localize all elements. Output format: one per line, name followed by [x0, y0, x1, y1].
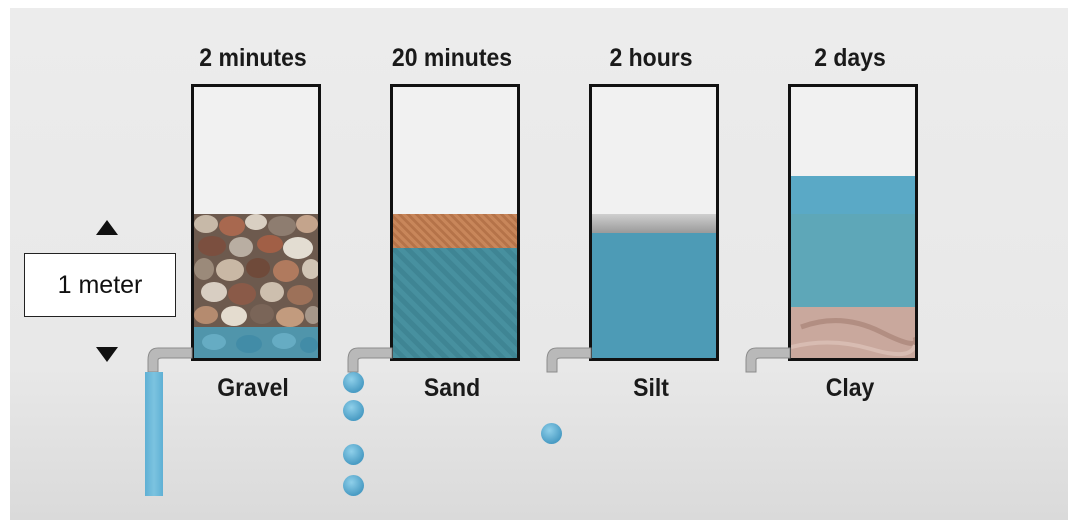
water-drop-sand [343, 475, 364, 496]
soil-label-silt: Silt [633, 374, 669, 402]
triangle-down-icon [96, 347, 118, 362]
silt-container [589, 84, 719, 361]
soil-label-sand: Sand [423, 374, 481, 402]
sand-layer [393, 214, 517, 248]
time-label-sand: 20 minutes [391, 44, 513, 72]
silt-layer [592, 214, 716, 233]
water-layer-clay [791, 214, 915, 307]
time-label-gravel: 2 minutes [199, 44, 307, 72]
water-layer-clay-top [791, 176, 915, 214]
water-drop-sand [343, 444, 364, 465]
scale-label: 1 meter [57, 270, 143, 299]
clay-layer [791, 307, 915, 358]
water-layer-sand [393, 248, 517, 358]
soil-label-clay: Clay [825, 374, 875, 402]
water-drop-sand [343, 400, 364, 421]
time-label-silt: 2 hours [609, 44, 693, 72]
clay-container [788, 84, 918, 361]
water-drop-sand [343, 372, 364, 393]
gravel-layer [194, 214, 318, 358]
faucet-clay [745, 347, 791, 373]
diagram-canvas: 1 meter 2 minutes 20 minutes 2 hours 2 d… [10, 8, 1068, 520]
gravel-container [191, 84, 321, 361]
faucet-gravel [147, 347, 193, 373]
triangle-up-icon [96, 220, 118, 235]
scale-label-box: 1 meter [24, 253, 176, 317]
time-label-clay: 2 days [814, 44, 886, 72]
soil-label-gravel: Gravel [217, 374, 289, 402]
faucet-sand [347, 347, 393, 373]
water-stream-gravel [145, 372, 163, 496]
water-drop-silt [541, 423, 562, 444]
sand-container [390, 84, 520, 361]
water-layer-silt [592, 233, 716, 358]
faucet-silt [546, 347, 592, 373]
